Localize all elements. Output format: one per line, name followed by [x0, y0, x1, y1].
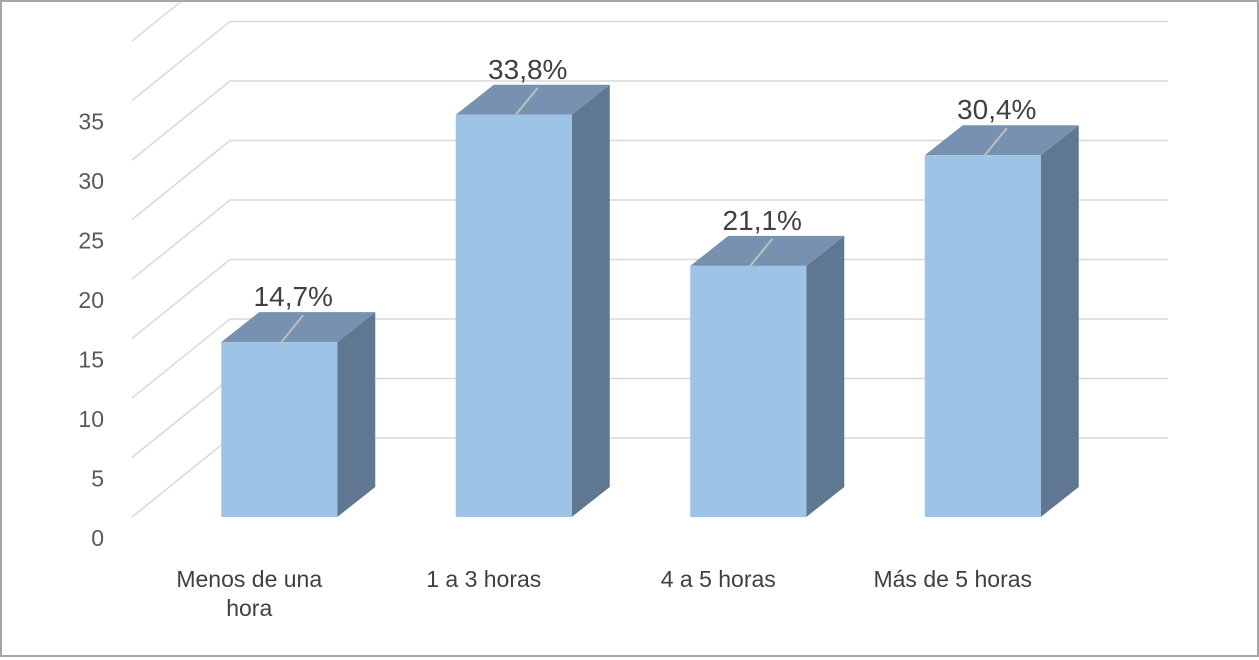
data-label-leader — [983, 127, 1008, 156]
gridline — [131, 199, 1168, 280]
gridline — [131, 80, 1168, 161]
data-label-leader — [749, 238, 774, 267]
x-category-label: 1 a 3 horas — [426, 566, 541, 592]
data-label: 33,8% — [488, 54, 567, 85]
x-category-label: Más de 5 horas — [873, 566, 1032, 592]
y-tick-label: 5 — [91, 466, 104, 492]
y-tick-label: 25 — [78, 228, 104, 254]
bar — [455, 84, 610, 517]
bar — [690, 235, 845, 517]
x-axis-categories: Menos de una hora 1 a 3 horas 4 a 5 horas Má… — [176, 566, 1032, 621]
y-tick-label: 10 — [78, 406, 104, 432]
gridline — [131, 20, 1168, 102]
gridline — [131, 258, 1168, 340]
data-label: 21,1% — [723, 205, 802, 236]
y-tick-label: 30 — [78, 168, 104, 194]
bar-front — [690, 265, 807, 517]
y-tick-label: 20 — [78, 287, 104, 313]
y-tick-label: 0 — [91, 525, 104, 551]
bar-top — [690, 235, 845, 266]
bar-front — [221, 342, 338, 517]
x-category-line: Menos de una — [176, 566, 322, 592]
bar-top — [455, 84, 610, 115]
data-label-leader — [280, 314, 305, 343]
data-label: 30,4% — [957, 94, 1036, 125]
bar — [924, 125, 1079, 518]
bar-side — [806, 235, 845, 517]
data-label: 14,7% — [254, 281, 333, 312]
x-category-label: Menos de una hora — [176, 566, 322, 621]
data-label-leader — [514, 87, 539, 116]
bar-front — [924, 155, 1041, 518]
bar-side — [571, 84, 610, 517]
gridline — [131, 139, 1168, 221]
bar-top — [924, 125, 1079, 156]
bar-front — [455, 114, 572, 517]
x-category-line: 4 a 5 horas — [661, 566, 776, 592]
gridlines — [131, 0, 1168, 518]
bar — [221, 312, 376, 517]
gridline — [131, 318, 1168, 399]
x-category-line: hora — [226, 595, 272, 621]
bars — [221, 84, 1079, 518]
y-tick-label: 15 — [78, 347, 104, 373]
bar-side — [337, 312, 376, 517]
y-tick-label: 35 — [78, 109, 104, 135]
bar-side — [1040, 125, 1079, 518]
data-labels: 14,7% 33,8% 21,1% 30,4% — [254, 54, 1036, 343]
x-category-line: 1 a 3 horas — [426, 566, 541, 592]
x-category-label: 4 a 5 horas — [661, 566, 776, 592]
y-axis-ticks: 0 5 10 15 20 25 30 35 — [78, 109, 104, 552]
x-category-line: Más de 5 horas — [873, 566, 1032, 592]
bar-top — [221, 312, 376, 343]
gridline — [131, 0, 185, 42]
